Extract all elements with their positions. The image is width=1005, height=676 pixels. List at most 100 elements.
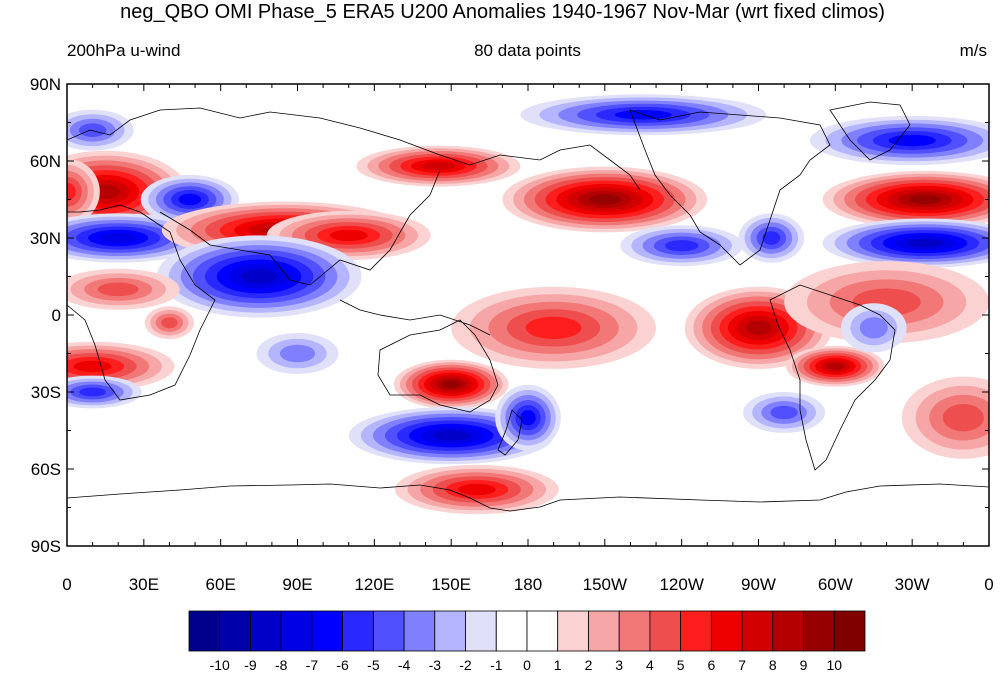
anomaly-contour: [79, 387, 106, 397]
anomaly-feature: [451, 286, 656, 369]
colorbar-label: -7: [306, 657, 319, 673]
longitude-label: 120E: [354, 575, 394, 594]
longitude-label: 0: [984, 575, 993, 594]
longitude-label: 60E: [206, 575, 236, 594]
anomaly-contour: [520, 410, 536, 426]
data-count-label: 80 data points: [474, 41, 581, 60]
longitude-label: 90W: [741, 575, 776, 594]
units-label: m/s: [959, 41, 987, 60]
colorbar-label: 5: [677, 657, 685, 673]
colorbar-label: 4: [646, 657, 654, 673]
colorbar-swatch: [526, 610, 559, 652]
colorbar-label: 3: [615, 657, 623, 673]
colorbar-swatch: [803, 610, 835, 652]
longitude-label: 0: [62, 575, 71, 594]
anomaly-contour: [178, 193, 202, 206]
longitude-labels: 0 30E 60E 90E 120E 150E 180 150W 120W 90W 60W 30W 0: [62, 575, 993, 594]
anomaly-feature: [502, 166, 708, 233]
anomaly-contour: [457, 483, 496, 496]
north-america-coast: [629, 109, 831, 266]
anomaly-feature: [495, 384, 561, 451]
anomaly-feature: [393, 359, 509, 409]
colorbar: [188, 610, 866, 652]
anomaly-feature: [256, 333, 339, 374]
axis-ticks: [66, 83, 990, 547]
longitude-label: 150E: [431, 575, 471, 594]
anomaly-contour: [770, 405, 798, 420]
anomaly-contour: [241, 269, 278, 284]
longitude-label: 90E: [282, 575, 312, 594]
longitude-label: 30W: [895, 575, 930, 594]
colorbar-swatch: [372, 610, 405, 652]
new-zealand-coast: [497, 409, 523, 456]
colorbar-swatch: [250, 610, 282, 652]
colorbar-swatch: [465, 610, 497, 652]
anomaly-feature: [822, 218, 989, 268]
colorbar-label: -2: [459, 657, 472, 673]
colorbar-label: 0: [523, 657, 531, 673]
anomaly-feature: [786, 345, 885, 387]
latitude-label: 30S: [31, 383, 61, 402]
colorbar-label: 8: [769, 657, 777, 673]
anomaly-contour: [73, 360, 112, 372]
latitude-labels: 90N 60N 30N 0 30S 60S 90S: [30, 75, 61, 556]
colorbar-label: -9: [244, 657, 257, 673]
anomaly-feature: [67, 268, 180, 310]
latitude-label: 60S: [31, 460, 61, 479]
colorbar-labels: -10 -9 -8 -7 -6 -5 -4 -3 -2 -1 0 1 2 3 4 5 6 7 8 9 10: [210, 657, 843, 673]
colorbar-swatch: [649, 610, 682, 652]
anomaly-contour: [433, 430, 470, 441]
colorbar-label: -3: [429, 657, 442, 673]
anomaly-feature: [67, 109, 134, 151]
latitude-label: 90N: [30, 75, 61, 94]
anomaly-contour: [908, 195, 942, 204]
anomaly-contour: [422, 162, 455, 171]
anomaly-feature: [743, 392, 826, 433]
anomaly-feature: [841, 303, 907, 353]
africa-coast: [67, 204, 216, 401]
antarctica-coast: [67, 483, 989, 512]
south-america-coast: [769, 284, 896, 471]
colorbar-swatch: [434, 610, 466, 652]
eurasia-coast: [67, 107, 641, 191]
colorbar-swatch: [618, 610, 651, 652]
anomaly-contour: [161, 317, 178, 329]
anomaly-contour: [97, 282, 139, 297]
colorbar-label: 9: [800, 657, 808, 673]
anomaly-field: [67, 94, 989, 515]
colorbar-swatch: [772, 610, 804, 652]
anomaly-contour: [100, 233, 137, 243]
colorbar-label: -8: [275, 657, 288, 673]
colorbar-swatch: [588, 610, 620, 652]
colorbar-label: -6: [336, 657, 349, 673]
anomaly-contour: [762, 231, 781, 245]
anomaly-contour: [942, 404, 984, 432]
latitude-label: 60N: [30, 152, 61, 171]
anomaly-feature: [822, 170, 989, 229]
anomaly-feature: [156, 235, 362, 318]
colorbar-label: -4: [398, 657, 411, 673]
colorbar-swatch: [741, 610, 774, 652]
latitude-label: 90S: [31, 537, 61, 556]
colorbar-swatch: [219, 610, 251, 652]
anomaly-feature: [67, 213, 209, 263]
colorbar-label: 7: [738, 657, 746, 673]
anomaly-contour: [525, 316, 582, 339]
colorbar-label: -10: [210, 657, 230, 673]
australia-coast: [377, 319, 499, 413]
latitude-label: 0: [52, 306, 61, 325]
maritime-continent-coast: [339, 299, 491, 336]
colorbar-swatch: [342, 610, 374, 652]
colorbar-swatch: [311, 610, 343, 652]
colorbar-label: -5: [367, 657, 380, 673]
anomaly-contour: [78, 123, 107, 137]
anomaly-contour: [67, 182, 76, 201]
anomaly-contour: [664, 240, 699, 252]
anomaly-feature: [901, 376, 989, 459]
colorbar-swatch: [680, 610, 712, 652]
greenland-coast: [829, 101, 911, 161]
colorbar-swatch: [188, 610, 221, 652]
anomaly-feature: [356, 145, 521, 187]
anomaly-feature: [144, 306, 194, 340]
